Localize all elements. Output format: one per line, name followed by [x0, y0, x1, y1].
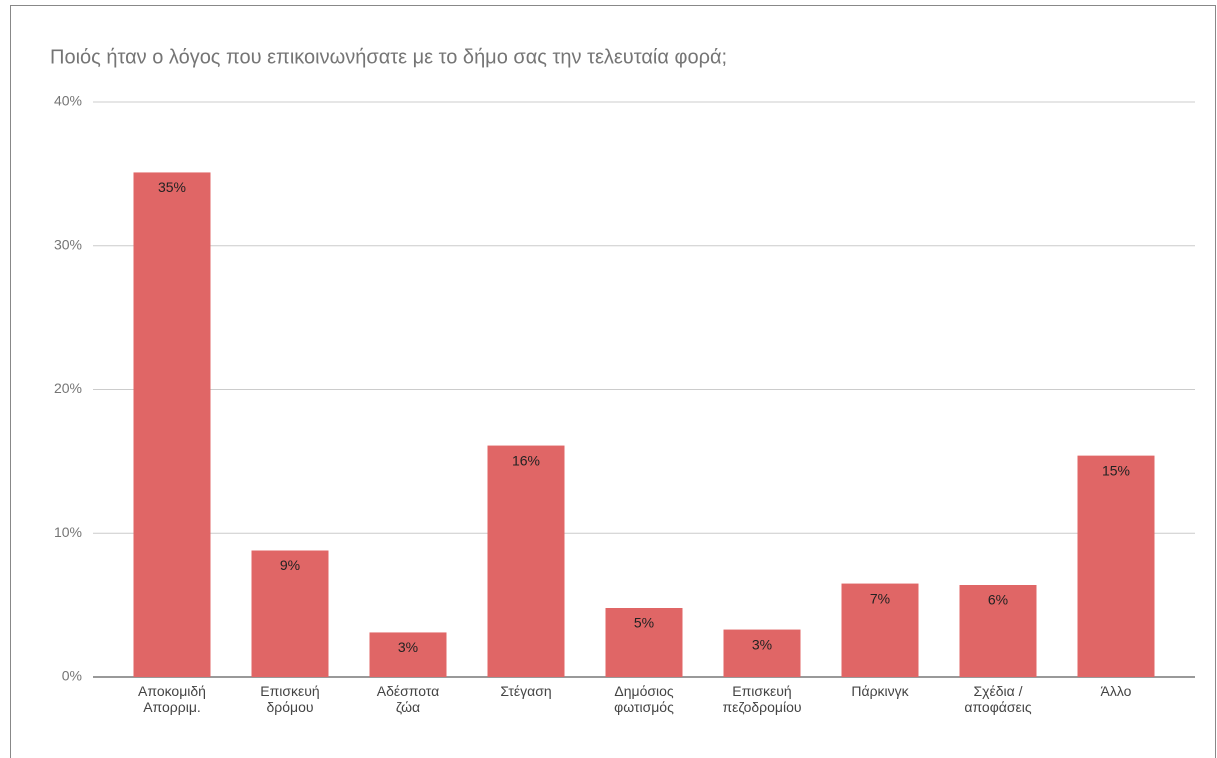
y-tick-label: 10%: [54, 524, 82, 540]
x-tick-label: Σχέδια / αποφάσεις: [964, 683, 1032, 715]
y-tick-label: 0%: [62, 668, 82, 684]
bar: [251, 550, 329, 677]
bar: [605, 608, 683, 677]
bar: [841, 583, 919, 677]
bar: [369, 632, 447, 677]
y-tick-label: 30%: [54, 236, 82, 252]
x-tick-label: Δημόσιος φωτισμός: [614, 683, 674, 715]
data-label: 3%: [398, 639, 418, 655]
bar: [133, 172, 211, 677]
x-tick-label: Επισκευή πεζοδρομίου: [722, 683, 801, 715]
x-tick-label: Αποκομιδή Απορριμ.: [138, 683, 206, 715]
data-label: 5%: [634, 615, 654, 631]
y-tick-label: 40%: [54, 93, 82, 109]
data-label: 15%: [1102, 462, 1130, 478]
data-label: 9%: [280, 557, 300, 573]
x-tick-label: Πάρκινγκ: [851, 683, 909, 699]
x-tick-label: Επισκευή δρόμου: [260, 683, 319, 715]
data-label: 16%: [512, 452, 540, 468]
bar: [959, 585, 1037, 677]
x-tick-label: Άλλο: [1101, 683, 1132, 699]
x-tick-label: Αδέσποτα ζώα: [377, 683, 440, 715]
data-label: 7%: [870, 590, 890, 606]
data-label: 35%: [158, 179, 186, 195]
chart-title: Ποιός ήταν ο λόγος που επικοινωνήσατε με…: [50, 46, 727, 68]
y-tick-label: 20%: [54, 380, 82, 396]
bar: [723, 629, 801, 677]
bar: [487, 445, 565, 677]
data-label: 6%: [988, 592, 1008, 608]
x-tick-label: Στέγαση: [500, 683, 551, 699]
bar: [1077, 455, 1155, 677]
data-label: 3%: [752, 636, 772, 652]
